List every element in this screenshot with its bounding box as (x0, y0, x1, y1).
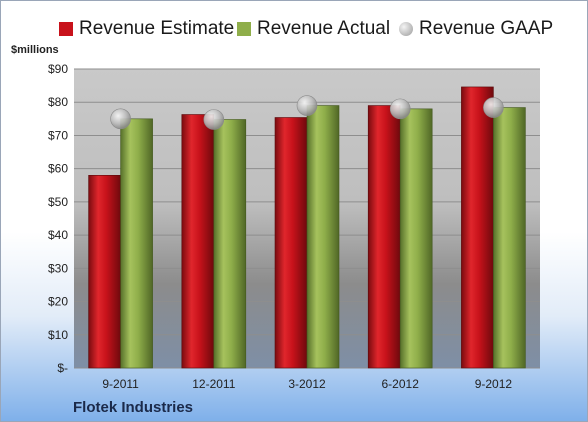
y-tick-label: $- (57, 361, 68, 375)
y-tick-label: $50 (48, 195, 68, 209)
bar-revenue-actual (399, 108, 433, 369)
marker-revenue-gaap (389, 98, 411, 120)
y-tick-label: $90 (48, 62, 68, 76)
marker-revenue-gaap (110, 108, 131, 130)
y-tick-label: $30 (48, 261, 68, 275)
x-tick-label: 9-2012 (475, 377, 513, 391)
marker-revenue-gaap (296, 95, 318, 116)
legend-swatch-gaap (399, 22, 413, 36)
y-tick-label: $10 (48, 328, 68, 342)
bars (88, 86, 526, 369)
bar-revenue-actual (493, 107, 526, 369)
x-tick-label: 6-2012 (382, 377, 420, 391)
y-axis-ticks: $- $10 $20 $30 $40 $50 $60 $70 $80 $90 (48, 62, 68, 375)
legend-item-actual: Revenue Actual (237, 17, 390, 41)
y-tick-label: $60 (48, 162, 68, 176)
y-tick-label: $40 (48, 228, 68, 242)
marker-revenue-gaap (483, 97, 504, 118)
bar-revenue-estimate (88, 175, 121, 369)
x-axis-ticks: 9-2011 12-2011 3-2012 6-2012 9-2012 (102, 377, 512, 391)
y-axis-unit-label: $millions (11, 44, 59, 56)
y-tick-label: $70 (48, 128, 68, 142)
legend-label-gaap: Revenue GAAP (419, 18, 554, 39)
gaap-markers (110, 95, 504, 130)
bar-revenue-estimate (367, 105, 401, 369)
legend-item-gaap: Revenue GAAP (399, 17, 553, 41)
legend: Revenue Estimate Revenue Actual Revenue … (1, 17, 587, 41)
legend-swatch-actual (237, 22, 251, 36)
legend-label-actual: Revenue Actual (257, 18, 391, 39)
marker-revenue-gaap (203, 109, 225, 130)
y-tick-label: $20 (48, 295, 68, 309)
legend-item-estimate: Revenue Estimate (59, 17, 234, 41)
bar-revenue-actual (213, 119, 247, 369)
bar-revenue-actual (120, 118, 153, 369)
bar-revenue-estimate (181, 114, 215, 369)
x-tick-label: 12-2011 (192, 377, 235, 391)
company-name: Flotek Industries (73, 399, 194, 416)
x-tick-label: 3-2012 (288, 377, 326, 391)
bar-revenue-estimate (461, 86, 494, 369)
y-tick-label: $80 (48, 95, 68, 109)
legend-label-estimate: Revenue Estimate (79, 18, 235, 39)
bar-revenue-estimate (274, 117, 308, 369)
x-tick-label: 9-2011 (102, 377, 139, 391)
legend-swatch-estimate (59, 22, 73, 36)
bar-revenue-actual (306, 105, 340, 369)
